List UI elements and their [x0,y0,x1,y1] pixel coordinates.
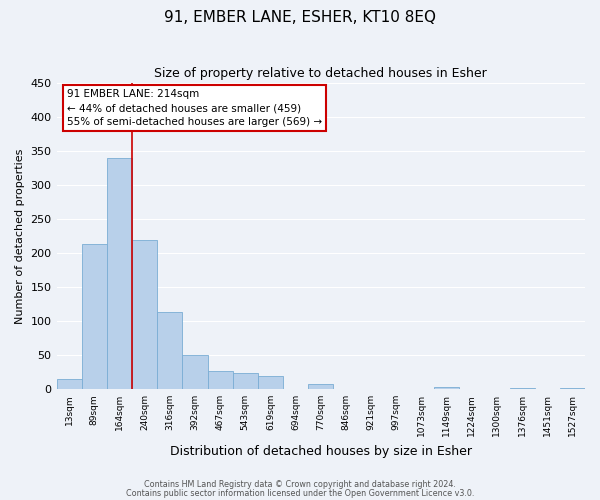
Bar [182,355,208,389]
Bar [132,240,157,389]
X-axis label: Distribution of detached houses by size in Esher: Distribution of detached houses by size … [170,444,472,458]
Bar [560,388,585,389]
Y-axis label: Number of detached properties: Number of detached properties [15,148,25,324]
Text: Contains public sector information licensed under the Open Government Licence v3: Contains public sector information licen… [126,489,474,498]
Text: Contains HM Land Registry data © Crown copyright and database right 2024.: Contains HM Land Registry data © Crown c… [144,480,456,489]
Bar [56,379,82,389]
Bar [157,312,182,389]
Bar [258,376,283,389]
Bar [233,373,258,389]
Text: 91 EMBER LANE: 214sqm
← 44% of detached houses are smaller (459)
55% of semi-det: 91 EMBER LANE: 214sqm ← 44% of detached … [67,89,322,127]
Title: Size of property relative to detached houses in Esher: Size of property relative to detached ho… [154,68,487,80]
Bar [308,384,334,389]
Bar [434,387,459,389]
Bar [82,244,107,389]
Bar [107,158,132,389]
Text: 91, EMBER LANE, ESHER, KT10 8EQ: 91, EMBER LANE, ESHER, KT10 8EQ [164,10,436,25]
Bar [509,388,535,389]
Bar [208,372,233,389]
